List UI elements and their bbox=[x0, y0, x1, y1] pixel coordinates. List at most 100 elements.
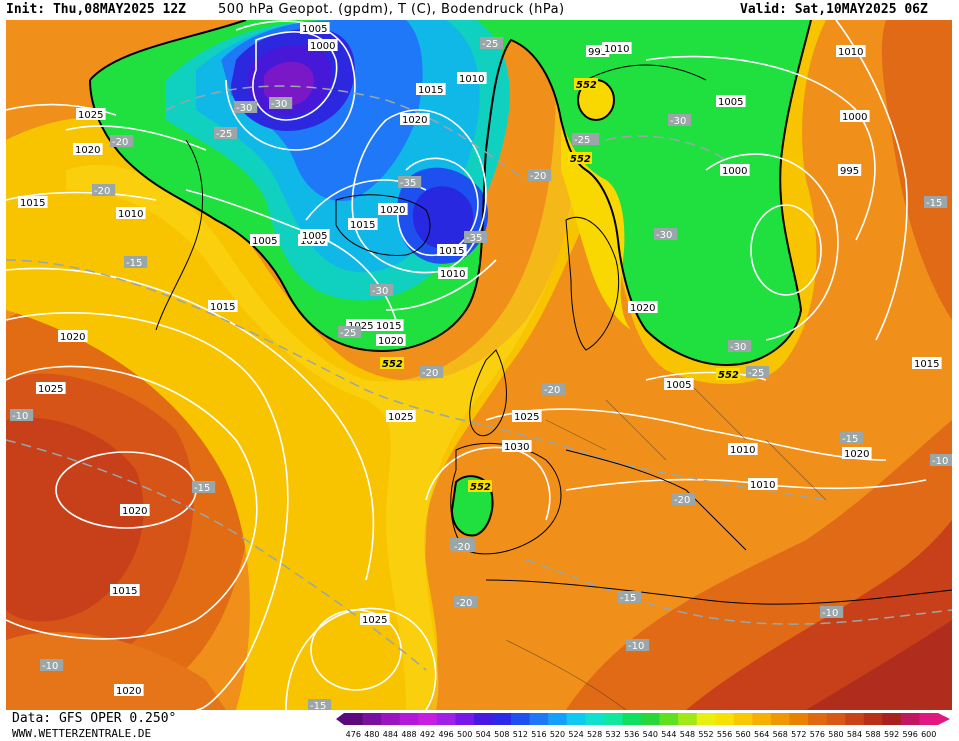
isobar-label-box bbox=[836, 45, 866, 57]
isobar-label: 1015 bbox=[112, 586, 137, 597]
isobar-label-box bbox=[912, 357, 942, 369]
color-scale-cells bbox=[336, 713, 950, 725]
height-552-label: 552 bbox=[382, 359, 403, 370]
isotherm-label: -10 bbox=[42, 661, 58, 672]
isobar-label: 1025 bbox=[514, 412, 539, 423]
color-scale-cell bbox=[882, 713, 902, 725]
isobar-label-box bbox=[110, 584, 140, 596]
map-footer: Data: GFS OPER 0.250° WWW.WETTERZENTRALE… bbox=[0, 710, 959, 741]
isobar-label-box bbox=[457, 72, 487, 84]
isobar-label-box bbox=[840, 110, 870, 122]
color-scale-cell bbox=[399, 713, 419, 725]
isotherm-label: -20 bbox=[544, 385, 560, 396]
isobar-label: 1025 bbox=[362, 615, 387, 626]
isobar-label-box bbox=[438, 267, 468, 279]
isobar-label: 1010 bbox=[118, 209, 143, 220]
isobar-label-box bbox=[300, 22, 330, 34]
isobar-1020-north bbox=[645, 55, 876, 241]
color-scale-label: 504 bbox=[476, 730, 491, 739]
isotherm-label-box bbox=[454, 596, 478, 608]
isobar-1000-iceland bbox=[397, 157, 479, 256]
color-scale-arrow-left bbox=[336, 713, 344, 725]
color-scale-label: 524 bbox=[568, 730, 583, 739]
isobar-1010-east bbox=[835, 20, 908, 341]
isotherm-10 bbox=[525, 559, 952, 625]
website-link[interactable]: WWW.WETTERZENTRALE.DE bbox=[12, 727, 152, 740]
isotherm-label-box bbox=[746, 366, 770, 378]
color-scale-label: 580 bbox=[828, 730, 843, 739]
isobar-label: 1005 bbox=[718, 97, 743, 108]
isobar-label: 1010 bbox=[300, 236, 325, 247]
isobar-label: 1005 bbox=[302, 231, 327, 242]
color-scale-cell bbox=[436, 713, 456, 725]
isotherm-label: -25 bbox=[748, 368, 764, 379]
contour-552-iberia bbox=[450, 475, 494, 537]
height-552-label-box bbox=[574, 78, 598, 90]
isotherm-label-box bbox=[654, 228, 678, 240]
color-scale-label: 484 bbox=[383, 730, 398, 739]
isobar-1020-scan bbox=[705, 153, 839, 341]
height-552-label: 552 bbox=[470, 482, 491, 493]
isobar-label: 1000 bbox=[722, 166, 747, 177]
color-scale-legend: 476 480 484 488 492 496 500 504 508 512 516 520 524 5… bbox=[336, 713, 950, 739]
color-scale-label: 544 bbox=[661, 730, 676, 739]
isotherm-label-box bbox=[420, 366, 444, 378]
isobar-label-box bbox=[842, 447, 872, 459]
isobar-label: 1020 bbox=[630, 303, 655, 314]
north-africa-coast bbox=[485, 579, 952, 605]
color-scale-label: 516 bbox=[531, 730, 546, 739]
isotherm-label: -15 bbox=[620, 593, 636, 604]
isobar-label-box bbox=[378, 203, 408, 215]
isotherm-label-box bbox=[840, 432, 864, 444]
isotherm-label-box bbox=[572, 133, 596, 145]
map-labels: 1005100010101015102010251020101510101005… bbox=[10, 22, 952, 710]
isobar-label: 1025 bbox=[388, 412, 413, 423]
height-552-label-box bbox=[716, 368, 740, 380]
isobar-1015-atl bbox=[6, 267, 375, 581]
isobar-label-box bbox=[300, 229, 330, 241]
isotherm-label-box bbox=[10, 409, 34, 421]
color-scale-cell bbox=[548, 713, 568, 725]
isotherm-label: -30 bbox=[656, 230, 672, 241]
geopotential-fill-yellow-light bbox=[66, 20, 586, 710]
color-scale-cell bbox=[863, 713, 883, 725]
color-scale-label: 520 bbox=[550, 730, 565, 739]
isobar-label-box bbox=[208, 300, 238, 312]
isotherm-label: -20 bbox=[422, 368, 438, 379]
isobar-1015-south bbox=[285, 607, 437, 710]
isobar-label: 1020 bbox=[378, 336, 403, 347]
height-552-label-box bbox=[568, 152, 592, 164]
init-time: Init: Thu,08MAY2025 12Z bbox=[6, 2, 187, 17]
geopotential-fill-greenland-core bbox=[264, 61, 314, 106]
isobar-label: 1020 bbox=[122, 506, 147, 517]
isotherm-label-box bbox=[930, 454, 952, 466]
isotherm-label-box bbox=[110, 135, 134, 147]
color-scale-label: 480 bbox=[364, 730, 379, 739]
isobar-label: 1015 bbox=[376, 321, 401, 332]
color-scale-cell bbox=[566, 713, 586, 725]
isobar-label: 1000 bbox=[842, 112, 867, 123]
isotherm-20 bbox=[6, 259, 827, 501]
isotherm-label-box bbox=[924, 196, 948, 208]
color-scale-cell bbox=[845, 713, 865, 725]
contour-552 bbox=[89, 20, 812, 367]
isotherm-label: -20 bbox=[454, 542, 470, 553]
color-scale-label: 584 bbox=[847, 730, 862, 739]
isotherm-label: -30 bbox=[730, 342, 746, 353]
isobar-label-box bbox=[502, 440, 532, 452]
isobar-label-box bbox=[36, 382, 66, 394]
color-scale-label: 552 bbox=[698, 730, 713, 739]
norway-coast bbox=[565, 216, 620, 351]
isotherm-label-box bbox=[672, 493, 696, 505]
isotherm-label: -10 bbox=[932, 456, 948, 467]
color-scale-label: 564 bbox=[754, 730, 769, 739]
isotherm-label-box bbox=[618, 591, 642, 603]
color-scale-cell bbox=[585, 713, 605, 725]
color-scale-label: 560 bbox=[735, 730, 750, 739]
isotherm-label: -20 bbox=[456, 598, 472, 609]
isotherm-label: -15 bbox=[842, 434, 858, 445]
isobar-label-box bbox=[838, 164, 862, 176]
isotherm-label-box bbox=[668, 114, 692, 126]
isotherm-label: -35 bbox=[400, 178, 416, 189]
isotherm-label: -10 bbox=[12, 411, 28, 422]
